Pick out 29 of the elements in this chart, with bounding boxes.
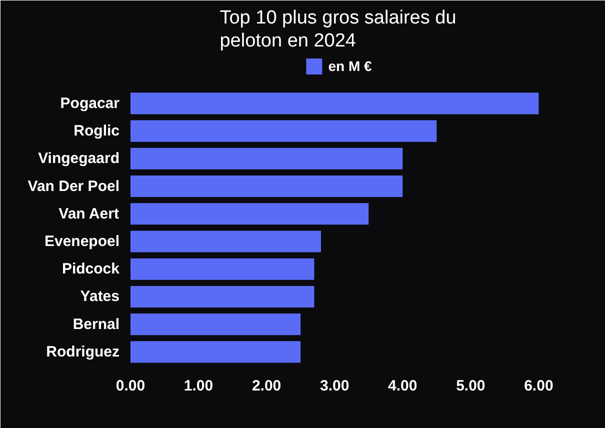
y-tick-label: Pogacar (60, 94, 120, 112)
x-tick-label: 4.00 (388, 378, 418, 394)
x-tick-label: 3.00 (320, 378, 350, 394)
y-tick-label: Yates (80, 288, 120, 306)
bar (130, 314, 301, 336)
x-tick-label: 0.00 (116, 378, 146, 394)
y-tick-label: Van Der Poel (28, 178, 120, 195)
chart-title: Top 10 plus gros salaires du peloton en 2024 (220, 7, 456, 52)
bar (130, 258, 314, 280)
bar (130, 203, 369, 225)
bar (130, 176, 403, 198)
bar (130, 341, 301, 363)
y-tick-label: Bernal (72, 316, 120, 333)
y-tick-label: Evenepoel (44, 232, 120, 250)
bar (130, 230, 321, 252)
x-tick-label: 1.00 (184, 378, 214, 394)
bar (130, 148, 403, 170)
y-tick-label: Van Aert (58, 205, 119, 222)
x-tick-label: 6.00 (524, 378, 554, 394)
bar (130, 286, 314, 308)
y-tick-label: Pidcock (62, 260, 120, 278)
bar (130, 92, 539, 114)
y-tick-label: Rodriguez (46, 343, 120, 360)
x-tick-label: 5.00 (456, 378, 486, 394)
legend-label: en M € (328, 58, 372, 74)
x-tick-label: 2.00 (252, 378, 282, 394)
y-tick-label: Roglic (74, 122, 120, 140)
bar (130, 120, 437, 142)
y-tick-label: Vingegaard (38, 150, 120, 168)
